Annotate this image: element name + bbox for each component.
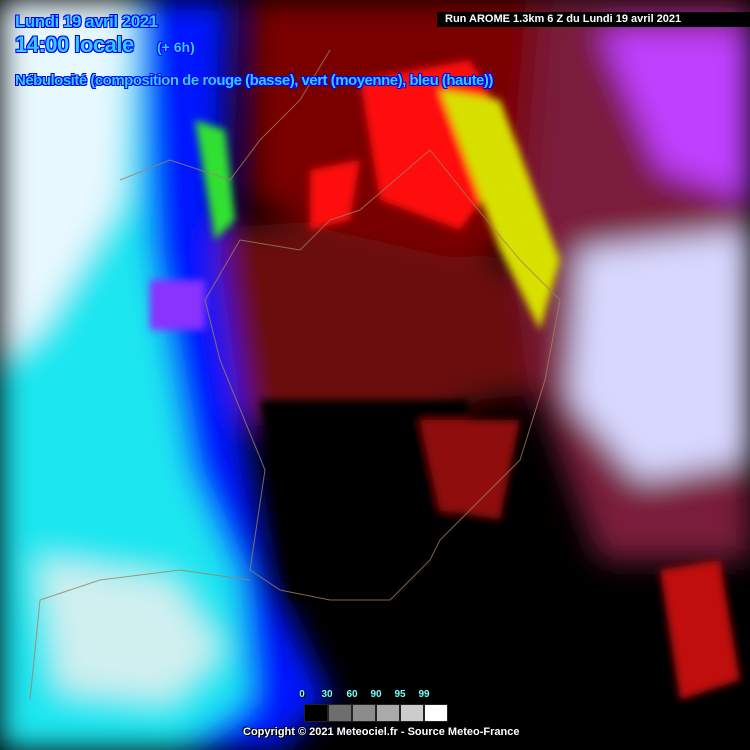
uk-coastline [119,49,331,181]
green-strip [195,120,235,240]
france-coastline [204,149,561,601]
legend-swatch [400,704,424,722]
forecast-date: Lundi 19 avril 2021 [15,12,158,31]
legend-swatch [352,704,376,722]
borders [29,49,561,701]
nw-magenta [600,30,750,200]
legend-label: 30 [321,689,333,700]
southwest-white [40,560,220,700]
channel-red [310,160,360,230]
bay-purple [150,280,205,330]
map-title: Nébulosité (composition de rouge (basse)… [15,72,493,89]
ocean-white-cloud [0,0,130,360]
legend-swatch [304,704,328,722]
land-low-cloud [200,220,560,440]
forecast-offset: (+ 6h) [157,39,195,55]
legend-label: 60 [346,689,358,700]
med-red [660,560,740,700]
forecast-time: 14:00 locale [15,32,134,57]
alps-white [570,230,750,480]
rhone-red [420,420,520,520]
legend-swatch [328,704,352,722]
copyright: Copyright © 2021 Meteociel.fr - Source M… [243,726,520,738]
legend-label: 90 [370,689,382,700]
legend-label: 0 [299,689,305,700]
south-black [260,400,470,620]
legend-label: 99 [418,689,430,700]
legend-label: 95 [394,689,406,700]
legend-swatch [424,704,448,722]
iberia-coastline [29,569,251,701]
model-run-label: Run AROME 1.3km 6 Z du Lundi 19 avril 20… [437,12,750,27]
legend-swatch [376,704,400,722]
